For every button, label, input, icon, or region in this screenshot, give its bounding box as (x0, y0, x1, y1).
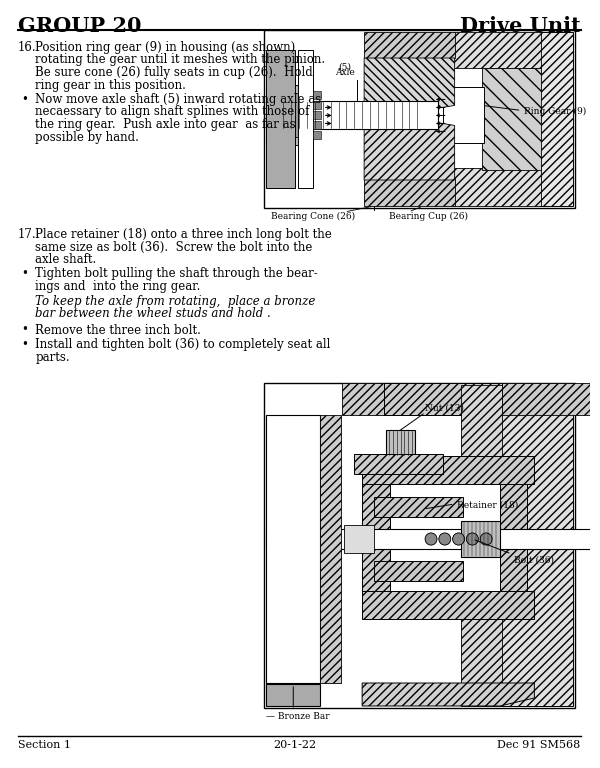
Text: •: • (22, 338, 29, 351)
Text: Ring Gear (9): Ring Gear (9) (524, 107, 586, 116)
Bar (461, 385, 502, 706)
Bar (386, 430, 415, 456)
Text: same size as bolt (36).  Screw the bolt into the: same size as bolt (36). Screw the bolt i… (35, 240, 313, 253)
Text: Tighten bolt pulling the shaft through the bear-: Tighten bolt pulling the shaft through t… (35, 267, 318, 280)
Text: Retainer (18): Retainer (18) (457, 501, 518, 509)
Text: Remove the three inch bolt.: Remove the three inch bolt. (35, 323, 202, 336)
Bar (364, 178, 455, 206)
Bar (443, 88, 484, 144)
Bar (539, 32, 573, 206)
Text: Be sure cone (26) fully seats in cup (26).  Hold: Be sure cone (26) fully seats in cup (26… (35, 66, 313, 79)
Bar (264, 383, 575, 708)
Text: Section 1: Section 1 (18, 740, 71, 750)
Text: To keep the axle from rotating,  place a bronze: To keep the axle from rotating, place a … (35, 294, 316, 307)
Bar (461, 521, 500, 557)
Text: the ring gear.  Push axle into gear  as far as: the ring gear. Push axle into gear as fa… (35, 118, 296, 131)
Polygon shape (364, 58, 455, 121)
Circle shape (480, 533, 492, 545)
Text: axle shaft.: axle shaft. (35, 253, 97, 266)
Text: •: • (22, 267, 29, 280)
Bar (266, 101, 438, 130)
Bar (344, 525, 374, 553)
Bar (452, 32, 541, 68)
Text: rotating the gear until it meshes with the pinion.: rotating the gear until it meshes with t… (35, 54, 326, 67)
Text: Position ring gear (9) in housing (as shown): Position ring gear (9) in housing (as sh… (35, 41, 296, 54)
Text: bar between the wheel studs and hold .: bar between the wheel studs and hold . (35, 307, 271, 320)
Bar (313, 111, 321, 120)
Bar (320, 415, 341, 683)
Bar (389, 484, 500, 591)
Text: possible by hand.: possible by hand. (35, 131, 139, 144)
Text: 20-1-22: 20-1-22 (274, 740, 317, 750)
Bar (362, 484, 389, 591)
Bar (266, 684, 320, 706)
Circle shape (480, 533, 492, 545)
Text: ings and  into the ring gear.: ings and into the ring gear. (35, 280, 201, 293)
Text: 16.: 16. (18, 41, 37, 54)
Circle shape (466, 533, 478, 545)
Text: Install and tighten bolt (36) to completely seat all: Install and tighten bolt (36) to complet… (35, 338, 331, 351)
Circle shape (425, 533, 437, 545)
Text: •: • (22, 323, 29, 336)
Bar (313, 101, 321, 110)
Bar (266, 85, 300, 145)
Bar (298, 50, 313, 188)
Bar (354, 454, 443, 474)
Bar (374, 561, 463, 581)
Bar (266, 94, 300, 137)
Text: 17.: 17. (18, 228, 37, 241)
Text: Place retainer (18) onto a three inch long bolt the: Place retainer (18) onto a three inch lo… (35, 228, 332, 241)
Bar (374, 497, 463, 517)
Bar (343, 383, 600, 415)
Bar (266, 415, 320, 683)
Circle shape (439, 533, 451, 545)
Bar (313, 131, 321, 140)
Text: •: • (22, 93, 29, 106)
Text: Bearing Cup (26): Bearing Cup (26) (389, 212, 468, 221)
Text: Bolt (36): Bolt (36) (514, 556, 554, 565)
Bar (362, 591, 535, 619)
Text: Bearing Cone (26): Bearing Cone (26) (271, 212, 355, 221)
Bar (500, 385, 573, 706)
Text: Dec 91 SM568: Dec 91 SM568 (497, 740, 581, 750)
Bar (266, 50, 295, 188)
Text: Drive Unit: Drive Unit (460, 16, 581, 36)
Circle shape (439, 533, 451, 545)
Circle shape (466, 533, 478, 545)
Text: Axle: Axle (335, 68, 355, 78)
Text: ring gear in this position.: ring gear in this position. (35, 78, 187, 91)
Bar (313, 121, 321, 130)
Bar (313, 91, 321, 99)
Text: (5): (5) (338, 62, 351, 71)
Bar (266, 529, 600, 549)
Bar (500, 484, 527, 591)
Polygon shape (362, 683, 535, 706)
Bar (482, 68, 541, 170)
Text: GROUP 20: GROUP 20 (18, 16, 141, 36)
Text: necaessary to align shaft splines with those of: necaessary to align shaft splines with t… (35, 105, 310, 118)
Bar (452, 168, 541, 206)
Bar (384, 383, 502, 415)
Text: — Bronze Bar: — Bronze Bar (266, 712, 329, 721)
Bar (264, 30, 575, 208)
Circle shape (425, 533, 437, 545)
Bar (362, 456, 535, 484)
Bar (364, 32, 455, 58)
Circle shape (452, 533, 464, 545)
Text: parts.: parts. (35, 350, 70, 363)
Text: Nut (13): Nut (13) (425, 404, 464, 413)
Polygon shape (364, 111, 455, 180)
Text: Now move axle shaft (5) inward rotating axle as: Now move axle shaft (5) inward rotating … (35, 93, 322, 106)
Circle shape (452, 533, 464, 545)
